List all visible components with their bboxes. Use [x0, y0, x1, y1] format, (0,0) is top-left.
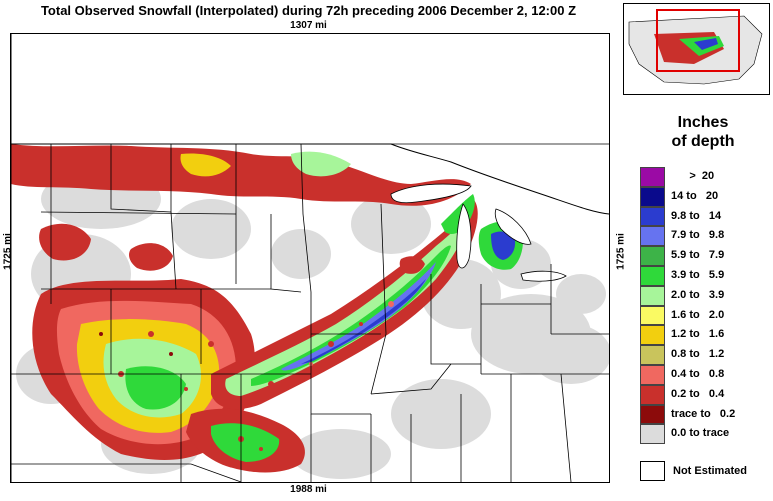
legend-title-line2: of depth — [671, 133, 735, 150]
legend-label: 14 to 20 — [671, 189, 719, 202]
snowfall-speckles — [99, 301, 394, 451]
legend-item: trace to 0.2 — [640, 404, 770, 425]
legend-label: 9.8 to 14 — [671, 209, 722, 222]
legend-title: Inches of depth — [640, 113, 766, 151]
legend-label: 2.0 to 3.9 — [671, 288, 725, 301]
legend-label: 0.8 to 1.2 — [671, 348, 725, 361]
legend-label: 0.0 to trace — [671, 427, 730, 440]
legend-label: 3.9 to 5.9 — [671, 268, 725, 281]
great-lakes — [390, 183, 567, 282]
legend-item: 2.0 to 3.9 — [640, 285, 770, 306]
top-distance-label: 1307 mi — [290, 20, 327, 31]
legend-swatch — [640, 364, 665, 385]
legend-label: 1.2 to 1.6 — [671, 328, 725, 341]
legend-label: 1.6 to 2.0 — [671, 308, 725, 321]
legend-item: 5.9 to 7.9 — [640, 246, 770, 266]
legend-swatch — [640, 186, 665, 207]
map-canvas — [11, 34, 609, 482]
legend-swatch — [640, 325, 665, 346]
legend-swatch — [640, 246, 665, 266]
legend-label: 0.2 to 0.4 — [671, 387, 725, 400]
legend-swatch — [640, 424, 665, 445]
not-estimated-swatch — [640, 461, 665, 481]
legend-swatch — [640, 226, 665, 247]
legend-item: 0.8 to 1.2 — [640, 345, 770, 365]
legend-item: 0.0 to trace — [640, 424, 770, 445]
legend-title-line1: Inches — [677, 114, 729, 131]
not-estimated-label: Not Estimated — [673, 465, 747, 477]
legend-item: 1.2 to 1.6 — [640, 325, 770, 346]
international-boundary — [11, 34, 609, 482]
snowfall-map[interactable] — [10, 33, 610, 483]
legend-label: 7.9 to 9.8 — [671, 229, 725, 242]
legend-swatch — [640, 305, 665, 326]
legend-swatch — [640, 404, 665, 425]
locator-inset[interactable] — [623, 3, 770, 95]
legend-item: 9.8 to 14 — [640, 206, 770, 227]
legend-item: 0.4 to 0.8 — [640, 364, 770, 385]
legend-item: 7.9 to 9.8 — [640, 226, 770, 247]
legend-item: 14 to 20 — [640, 186, 770, 207]
locator-map — [628, 9, 763, 85]
legend-label: 5.9 to 7.9 — [671, 249, 725, 262]
legend-swatch — [640, 206, 665, 227]
legend-item: 0.2 to 0.4 — [640, 384, 770, 405]
legend-item: > 20 — [640, 167, 770, 187]
legend-label: > 20 — [671, 170, 715, 182]
locator-highlight-box — [656, 9, 740, 72]
legend-label: trace to 0.2 — [671, 407, 736, 420]
right-distance-label: 1725 mi — [615, 233, 627, 270]
legend: > 20 14 to 20 9.8 to 14 7.9 to 9.8 5.9 to 7.… — [640, 167, 770, 445]
legend-swatch — [640, 285, 665, 306]
legend-swatch — [640, 265, 665, 286]
legend-swatch — [640, 345, 665, 365]
snowfall-bands — [11, 144, 523, 473]
legend-swatch — [640, 167, 665, 187]
legend-item: 1.6 to 2.0 — [640, 305, 770, 326]
trace-field — [16, 169, 609, 479]
bottom-distance-label: 1988 mi — [290, 484, 327, 495]
legend-swatch — [640, 384, 665, 405]
legend-label: 0.4 to 0.8 — [671, 367, 725, 380]
map-title: Total Observed Snowfall (Interpolated) d… — [40, 3, 577, 18]
legend-item: 3.9 to 5.9 — [640, 265, 770, 286]
